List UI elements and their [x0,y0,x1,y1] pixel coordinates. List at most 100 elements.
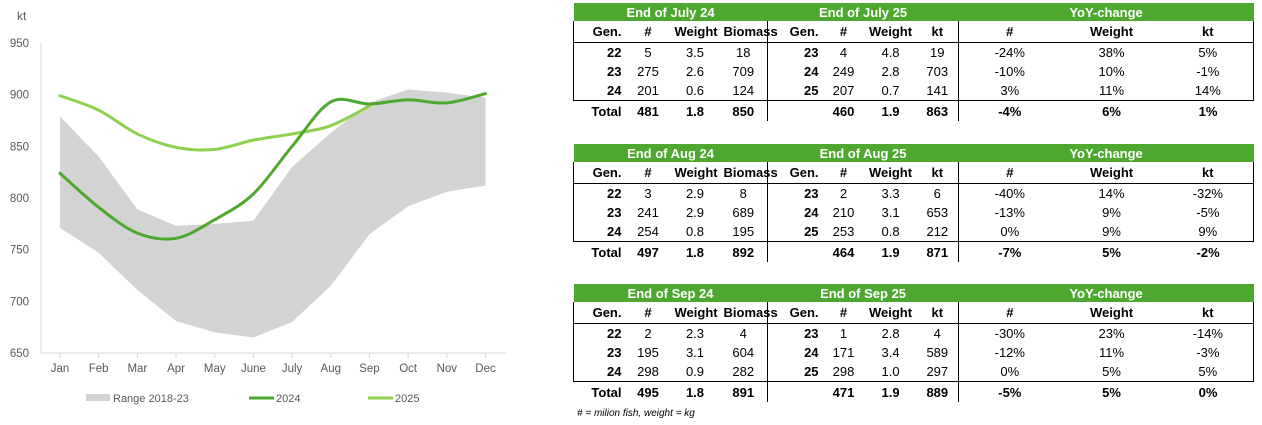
table-cell: 2 [839,186,848,201]
table-cell: 195 [719,222,769,242]
x-tick-label: Oct [399,363,418,375]
table-cell: 2 [644,326,652,341]
table-cell: 210 [832,205,855,220]
table-cell: 23% [1098,326,1125,341]
table-cell: 0.8 [670,222,720,242]
total-cell: 495 [637,384,659,400]
table-cell: 4.8 [881,45,900,60]
total-row: Total 495 1.8 891 471 1.9 889 -5% 5% 0% [574,381,1254,402]
period-header: End of Sep 24 [573,284,768,302]
footnote: # = milion fish, weight = kg [577,408,695,419]
table-cell: -3% [1162,343,1255,362]
column-header-row: Gen. # Weight Biomass Gen. # Weight kt # Weight kt [573,302,1255,324]
table-cell: 8 [719,183,769,203]
table-cell: 23 [573,62,626,81]
table-cell: -5% [1162,203,1255,222]
stock-table-2: End of Sep 24 End of Sep 25 YoY-change Gen.… [573,284,1255,402]
y-tick-label: 750 [10,245,29,257]
column-header: Gen. [767,302,823,324]
total-cell: 1.8 [685,244,705,260]
total-cell: -4% [998,103,1022,119]
column-header: kt [916,302,960,324]
table-cell: 3.1 [685,345,705,360]
table-cell: 201 [625,81,671,101]
total-cell: 850 [719,100,769,121]
column-header: Gen. [573,162,626,184]
x-tick-label: Jan [51,363,70,375]
table-cell: 5% [1162,362,1255,382]
column-header: Weight [864,21,917,43]
total-cell: -2% [1196,244,1220,260]
total-cell: Total [591,244,622,260]
table-cell: 18 [719,42,769,62]
table-cell: 604 [719,343,769,362]
table-cell: 24 [573,81,626,101]
table-cell: 141 [916,81,960,101]
table-cell: 297 [916,362,960,382]
table-cell: 24 [804,205,819,220]
table-cell: 2.6 [685,64,705,79]
table-cell: 22 [573,42,626,62]
biomass-chart: kt 650 700 750 800 850 900 950 Jan Feb Mar Apr May Ju… [10,9,506,405]
period-header: YoY-change [958,144,1254,162]
total-cell [768,101,823,122]
table-cell: 25 [767,362,823,382]
x-tick-label: June [241,363,266,375]
series-line-2025 [58,94,371,152]
table-cell: 0.6 [670,81,720,101]
total-cell: 1.9 [881,244,900,260]
column-header: kt [916,162,960,184]
table-cell: 249 [832,64,855,79]
total-cell: 1.8 [685,384,705,400]
y-tick-label: 850 [10,141,29,153]
table-cell: 3 [644,186,652,201]
table-cell: 9% [1162,222,1255,242]
x-tick-label: Sep [359,363,379,375]
table-row: 23 195 3.1 604 24 171 3.4 589 -12% 11% -3% [573,343,1255,362]
table-cell: 2.8 [881,326,900,341]
total-cell: 471 [832,384,855,400]
y-tick-label: 650 [10,348,29,360]
table-cell: 124 [719,81,769,101]
total-cell: 1.9 [881,103,900,119]
period-header: YoY-change [958,284,1254,302]
range-area [60,89,486,338]
period-header: End of Sep 25 [767,284,959,302]
column-header: # [625,21,671,43]
column-header-row: Gen. # Weight Biomass Gen. # Weight kt # Weight kt [573,162,1255,184]
legend-label-2025: 2025 [395,393,419,405]
legend-label-2024: 2024 [276,393,300,405]
stock-table-0: End of July 24 End of July 25 YoY-change Ge… [573,3,1255,122]
total-cell: 1.8 [685,103,705,119]
table-cell: 653 [916,203,960,222]
table-cell: 0% [958,222,1061,242]
column-header: Gen. [573,21,626,43]
table-cell: 23 [804,186,819,201]
series-line-2024 [58,92,487,241]
column-header: Weight [670,21,720,43]
total-cell: Total [591,384,622,400]
table-cell: 0% [958,362,1061,382]
table-cell: 14% [1162,81,1255,101]
total-cell: 460 [832,103,855,119]
x-tick-label: Mar [127,363,147,375]
table-cell: 23 [573,343,626,362]
column-header: Weight [670,162,720,184]
total-row: Total 497 1.8 892 464 1.9 871 -7% 5% -2% [574,241,1254,262]
total-cell: 892 [719,241,769,262]
table-cell: 19 [916,42,960,62]
table-cell: 254 [625,222,671,242]
table-cell: 5% [1162,42,1255,62]
table-cell: 241 [637,205,659,220]
table-cell: -1% [1162,62,1255,81]
table-cell: 23 [573,203,626,222]
column-header: # [958,302,1061,324]
table-cell: 3.3 [881,186,900,201]
column-header-row: Gen. # Weight Biomass Gen. # Weight kt # Weight kt [573,21,1255,43]
total-cell: -7% [998,244,1022,260]
table-cell: 1 [839,326,848,341]
column-header: Weight [864,162,917,184]
legend-range-label: Range 2018-23 [113,393,189,405]
table-cell: 23 [804,45,819,60]
table-cell: -13% [994,205,1025,220]
